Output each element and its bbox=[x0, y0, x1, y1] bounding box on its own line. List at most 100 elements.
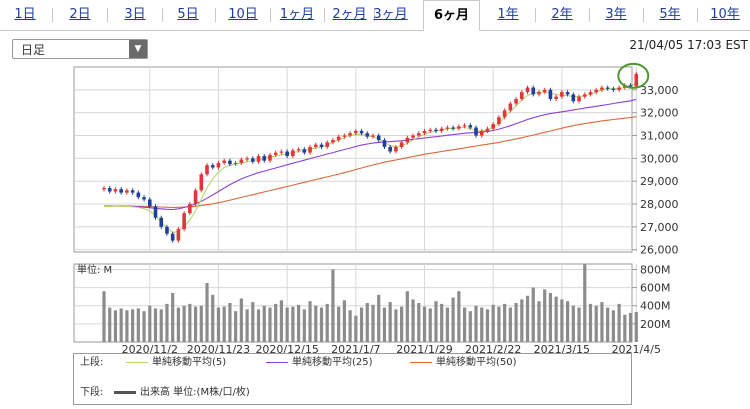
volume-tick-label: 400M bbox=[640, 300, 671, 313]
candle-body bbox=[560, 92, 564, 97]
volume-bar bbox=[428, 308, 432, 342]
candle-body bbox=[273, 152, 278, 155]
candle-body bbox=[376, 135, 381, 141]
volume-bar bbox=[348, 310, 352, 342]
candle-body bbox=[354, 130, 358, 134]
highlight-circle bbox=[617, 62, 650, 89]
candle-body bbox=[188, 204, 192, 214]
legend-lower-label: 下段: bbox=[80, 387, 104, 398]
volume-bar bbox=[497, 306, 501, 342]
volume-bar bbox=[571, 305, 575, 342]
price-tick-label: 29,000 bbox=[640, 175, 679, 188]
volume-bar bbox=[342, 300, 346, 342]
tab-10[interactable]: 2年 bbox=[551, 7, 573, 22]
legend-volume-label: 出来高 単位:(M株/口/枚) bbox=[140, 387, 250, 398]
volume-bar bbox=[182, 305, 186, 342]
ma25-line bbox=[104, 98, 637, 211]
candle-body bbox=[468, 125, 473, 128]
candle-body bbox=[548, 89, 553, 99]
candle-body bbox=[153, 206, 158, 218]
tab-9[interactable]: 1年 bbox=[497, 7, 519, 22]
tab-3[interactable]: 5日 bbox=[177, 7, 199, 22]
candle-body bbox=[588, 92, 593, 95]
candle-body bbox=[634, 73, 639, 87]
ma50-line bbox=[103, 116, 637, 209]
legend-upper-label: 上段: bbox=[80, 357, 104, 368]
tab-11[interactable]: 3年 bbox=[605, 7, 627, 22]
candle-body bbox=[165, 226, 169, 234]
tab-5[interactable]: 1ヶ月 bbox=[279, 7, 315, 22]
volume-bar bbox=[193, 306, 198, 342]
candle-body bbox=[308, 146, 312, 153]
candle-body bbox=[348, 133, 352, 136]
tab-12[interactable]: 5年 bbox=[659, 7, 681, 22]
volume-bar bbox=[108, 307, 112, 342]
candle-body bbox=[514, 98, 518, 104]
volume-tick-label: 800M bbox=[640, 263, 671, 276]
tab-8[interactable]: 6ヶ月 bbox=[423, 0, 480, 31]
candle-body bbox=[319, 144, 324, 147]
volume-bar bbox=[554, 296, 558, 342]
volume-bar bbox=[314, 305, 318, 342]
volume-bar bbox=[205, 283, 209, 342]
volume-bar bbox=[176, 307, 181, 342]
tab-6[interactable]: 2ヶ月 bbox=[332, 7, 367, 22]
candle-body bbox=[136, 192, 141, 198]
candle-body bbox=[600, 87, 604, 90]
chart-interval-value: 日足 bbox=[21, 43, 46, 57]
candle-body bbox=[245, 158, 249, 160]
chart-timestamp: 21/04/05 17:03 EST bbox=[629, 38, 748, 52]
candle-body bbox=[296, 149, 301, 151]
tab-separator bbox=[535, 8, 536, 22]
candle-body bbox=[291, 150, 295, 157]
volume-unit-label: 単位: M bbox=[77, 263, 112, 276]
chart-interval-select[interactable]: 日足 ▼ bbox=[12, 39, 148, 59]
tab-7[interactable]: 3ヶ月 bbox=[373, 7, 408, 22]
price-tick-label: 30,000 bbox=[640, 152, 679, 165]
candle-body bbox=[623, 85, 627, 88]
volume-bar bbox=[131, 309, 135, 342]
legend-ma50: 単純移動平均(50) bbox=[410, 357, 517, 369]
volume-bar bbox=[623, 314, 627, 342]
candle-body bbox=[554, 96, 558, 99]
volume-plot-frame bbox=[73, 263, 633, 343]
candle-body bbox=[193, 190, 198, 205]
tab-2[interactable]: 3日 bbox=[124, 7, 146, 22]
volume-bar bbox=[468, 311, 472, 342]
volume-bar bbox=[285, 307, 289, 342]
candle-body bbox=[537, 92, 541, 95]
volume-bar bbox=[296, 304, 301, 342]
tab-separator bbox=[270, 8, 271, 22]
candle-body bbox=[170, 233, 175, 241]
candle-body bbox=[577, 96, 581, 102]
volume-panel: 800M 600M 400M 200M 単位: M bbox=[73, 263, 671, 343]
candle-body bbox=[571, 94, 576, 102]
candle-body bbox=[497, 117, 501, 125]
volume-bar bbox=[245, 309, 249, 342]
tab-13[interactable]: 10年 bbox=[710, 7, 740, 22]
volume-bar bbox=[251, 302, 255, 342]
volume-bar bbox=[113, 310, 118, 342]
volume-bar bbox=[211, 294, 215, 342]
candle-body bbox=[125, 190, 129, 193]
candle-body bbox=[428, 129, 433, 132]
volume-tick-label: 200M bbox=[640, 318, 671, 331]
volume-bar bbox=[377, 294, 381, 342]
tab-1[interactable]: 2日 bbox=[69, 7, 91, 22]
candle-body bbox=[520, 92, 524, 99]
volume-bar bbox=[382, 307, 387, 342]
volume-tick-label: 600M bbox=[640, 282, 671, 295]
candle-body bbox=[525, 87, 530, 93]
legend-ma25-label: 単純移動平均(25) bbox=[292, 357, 373, 368]
volume-bar bbox=[365, 303, 369, 342]
candle-body bbox=[251, 158, 255, 162]
tab-0[interactable]: 1日 bbox=[14, 7, 36, 22]
volume-bar bbox=[125, 310, 129, 342]
candle-body bbox=[336, 136, 341, 141]
candle-body bbox=[147, 199, 152, 207]
candle-body bbox=[485, 128, 490, 131]
volume-bar bbox=[543, 289, 547, 342]
tab-4[interactable]: 10日 bbox=[228, 7, 258, 22]
volume-bar bbox=[394, 309, 398, 342]
candle-body bbox=[611, 88, 616, 90]
